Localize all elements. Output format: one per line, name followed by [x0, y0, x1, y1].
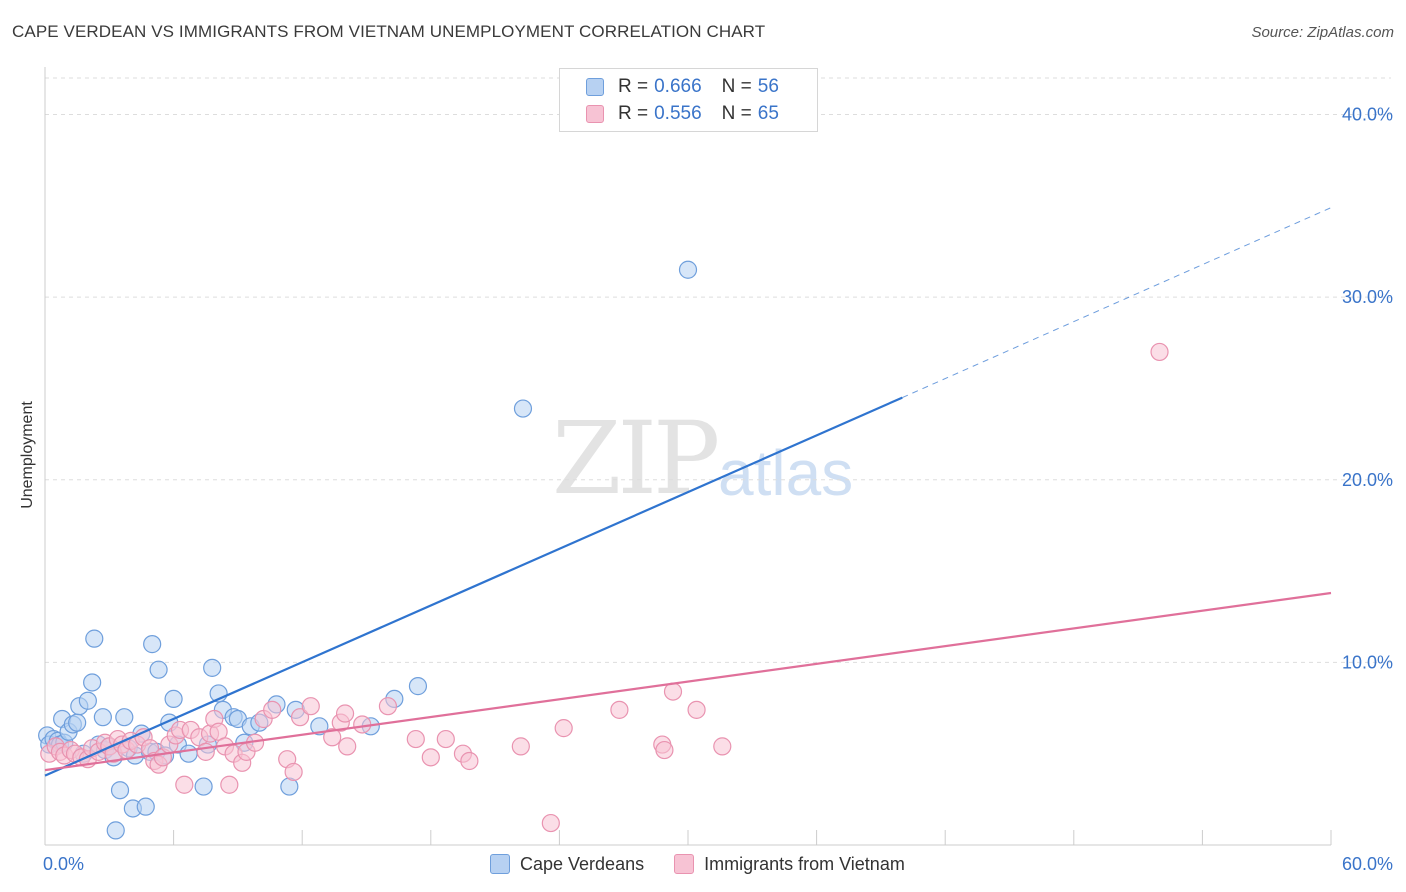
source-label: Source: ZipAtlas.com: [1251, 24, 1394, 41]
x-tick-label: 0.0%: [43, 854, 84, 874]
data-point: [378, 697, 398, 716]
y-tick-label: 30.0%: [1342, 287, 1393, 307]
legend-swatch-pink: [674, 854, 695, 874]
legend-row-cape-verdeans: R = 0.666 N = 56: [586, 75, 779, 99]
x-tick-label: 60.0%: [1342, 854, 1393, 874]
data-point: [301, 697, 320, 716]
bottom-legend: Cape Verdeans Immigrants from Vietnam: [490, 852, 935, 876]
bottom-legend-vietnam: Immigrants from Vietnam: [674, 854, 905, 875]
data-point: [687, 700, 706, 719]
data-point: [406, 729, 425, 749]
legend-n-label: N =: [721, 103, 752, 124]
data-point: [203, 658, 222, 677]
data-point: [310, 717, 329, 736]
trendline-cape-verdeans-projection: [902, 207, 1332, 399]
axes: [44, 67, 1332, 846]
data-point: [421, 748, 440, 767]
legend-r-label: R =: [618, 103, 649, 124]
data-point: [93, 708, 112, 727]
data-point: [513, 399, 533, 418]
data-point: [663, 682, 683, 701]
y-tick-label: 40.0%: [1342, 105, 1393, 125]
data-point: [1150, 342, 1169, 362]
y-tick-label: 20.0%: [1342, 470, 1393, 490]
legend-r-value: 0.666: [654, 76, 702, 97]
bottom-legend-label: Immigrants from Vietnam: [704, 853, 905, 874]
series-immigrants-from-vietnam: [40, 342, 1169, 833]
data-point: [263, 700, 282, 719]
data-point: [460, 751, 479, 771]
legend-r-value: 0.556: [654, 103, 702, 124]
data-point: [436, 729, 455, 749]
watermark-zip: ZIP: [552, 400, 720, 517]
data-point: [175, 775, 194, 794]
data-point: [179, 744, 198, 763]
legend-swatch-blue: [490, 854, 510, 874]
bottom-legend-cape-verdeans: Cape Verdeans: [490, 854, 644, 875]
data-point: [68, 713, 87, 732]
data-point: [143, 635, 162, 654]
legend-box: R = 0.666 N = 56 R = 0.556 N = 65: [559, 68, 818, 132]
y-tick-label: 10.0%: [1342, 652, 1393, 672]
data-point: [541, 813, 560, 833]
data-point: [678, 260, 698, 279]
bottom-legend-label: Cape Verdeans: [520, 853, 645, 874]
data-point: [149, 660, 168, 679]
chart-title: CAPE VERDEAN VS IMMIGRANTS FROM VIETNAM …: [12, 22, 766, 41]
data-point: [85, 629, 104, 648]
legend-swatch-blue: [586, 78, 604, 96]
data-point: [323, 728, 342, 747]
trendline-cape-verdeans: [44, 396, 903, 777]
data-point: [78, 691, 97, 710]
legend-n-value: 65: [757, 103, 779, 124]
tick-labels: 10.0% 20.0% 30.0% 40.0% 0.0% 60.0%: [43, 105, 1393, 874]
data-point: [194, 777, 213, 796]
legend-r-label: R =: [618, 76, 649, 97]
data-point: [511, 737, 530, 756]
data-point: [554, 719, 573, 738]
data-point: [83, 673, 102, 692]
legend-row-vietnam: R = 0.556 N = 65: [586, 102, 779, 126]
data-point: [164, 689, 183, 709]
trendlines: [44, 207, 1332, 777]
data-point: [196, 742, 215, 761]
data-point: [335, 704, 355, 723]
data-point: [353, 715, 372, 734]
data-point: [338, 737, 357, 756]
data-point: [408, 677, 428, 696]
data-point: [220, 775, 239, 794]
legend-n-label: N =: [721, 76, 752, 97]
data-point: [290, 708, 310, 727]
trendline-vietnam: [44, 591, 1332, 772]
legend-n-value: 56: [757, 76, 779, 97]
data-point: [610, 700, 629, 719]
data-point: [106, 821, 125, 840]
data-point: [284, 762, 303, 782]
legend-swatch-pink: [586, 105, 604, 123]
data-point: [136, 797, 155, 816]
data-point: [655, 740, 674, 760]
data-point: [110, 781, 130, 800]
data-point: [115, 708, 134, 727]
grid-lines: [45, 77, 1391, 663]
data-point: [713, 737, 732, 756]
